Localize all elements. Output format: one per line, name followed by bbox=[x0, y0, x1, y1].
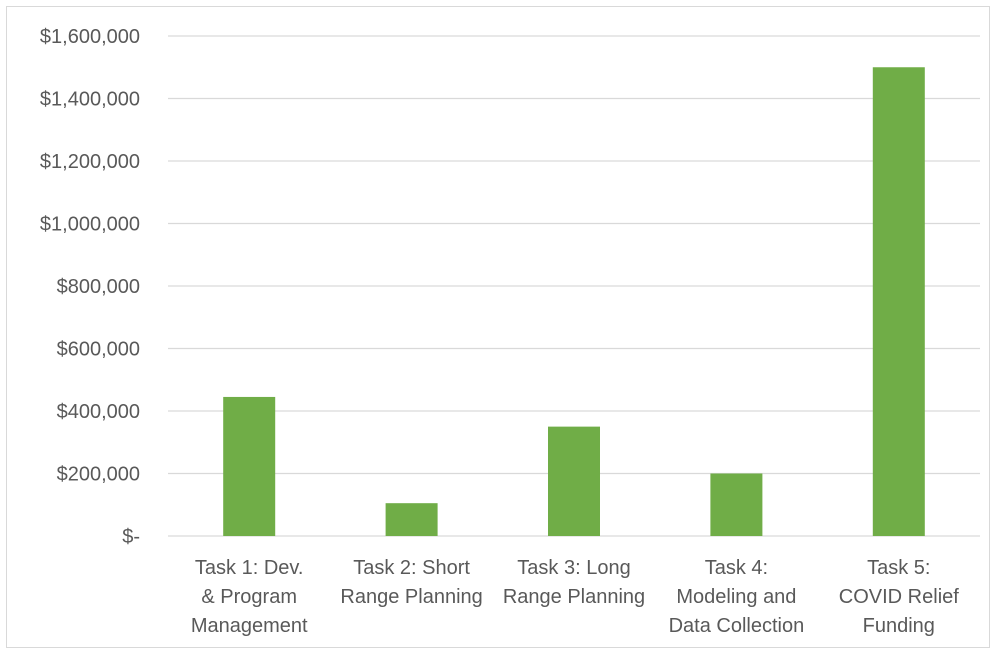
x-category-label-line: Data Collection bbox=[669, 615, 805, 637]
y-tick-label: $400,000 bbox=[57, 401, 140, 423]
x-category-label-line: Task 1: Dev. bbox=[195, 557, 304, 579]
bar bbox=[872, 67, 925, 536]
x-category-label: Task 4: Modeling and Data Collection bbox=[669, 557, 805, 637]
y-tick-label: $1,600,000 bbox=[40, 26, 140, 48]
bar bbox=[223, 396, 276, 536]
x-category-label-line: Task 4: bbox=[705, 557, 768, 579]
x-category-label: Task 1: Dev. & Program Management bbox=[191, 557, 308, 637]
y-tick-label: $- bbox=[122, 526, 140, 548]
bar bbox=[385, 503, 438, 536]
x-category-label-line: COVID Relief bbox=[839, 586, 959, 608]
x-category-label-line: Modeling and bbox=[676, 586, 796, 608]
x-category-label-line: Range Planning bbox=[340, 586, 482, 608]
bar bbox=[548, 426, 600, 536]
y-tick-label: $600,000 bbox=[57, 339, 140, 361]
bars bbox=[223, 67, 925, 536]
x-category-label-line: Funding bbox=[863, 615, 935, 637]
y-tick-label: $1,000,000 bbox=[40, 214, 140, 236]
chart-frame bbox=[6, 6, 990, 648]
x-category-label-line: Task 2: Short bbox=[353, 557, 470, 579]
x-category-label-line: & Program bbox=[201, 586, 297, 608]
x-category-label-line: Task 3: Long bbox=[517, 557, 630, 579]
x-axis-category-labels: Task 1: Dev. & Program Management Task 2: S… bbox=[191, 557, 959, 637]
y-tick-label: $800,000 bbox=[57, 276, 140, 298]
y-tick-label: $200,000 bbox=[57, 464, 140, 486]
bar bbox=[710, 473, 763, 536]
y-tick-label: $1,400,000 bbox=[40, 89, 140, 111]
x-category-label: Task 2: Short Range Planning bbox=[340, 557, 482, 608]
x-category-label: Task 5: COVID Relief Funding bbox=[839, 557, 959, 637]
y-axis-tick-labels: $- $200,000 $400,000 $600,000 $800,000 $1,000… bbox=[40, 26, 140, 548]
y-tick-label: $1,200,000 bbox=[40, 151, 140, 173]
x-category-label-line: Management bbox=[191, 615, 308, 637]
x-category-label-line: Range Planning bbox=[503, 586, 645, 608]
x-category-label-line: Task 5: bbox=[867, 557, 930, 579]
x-category-label: Task 3: Long Range Planning bbox=[503, 557, 645, 608]
gridlines bbox=[168, 35, 980, 537]
